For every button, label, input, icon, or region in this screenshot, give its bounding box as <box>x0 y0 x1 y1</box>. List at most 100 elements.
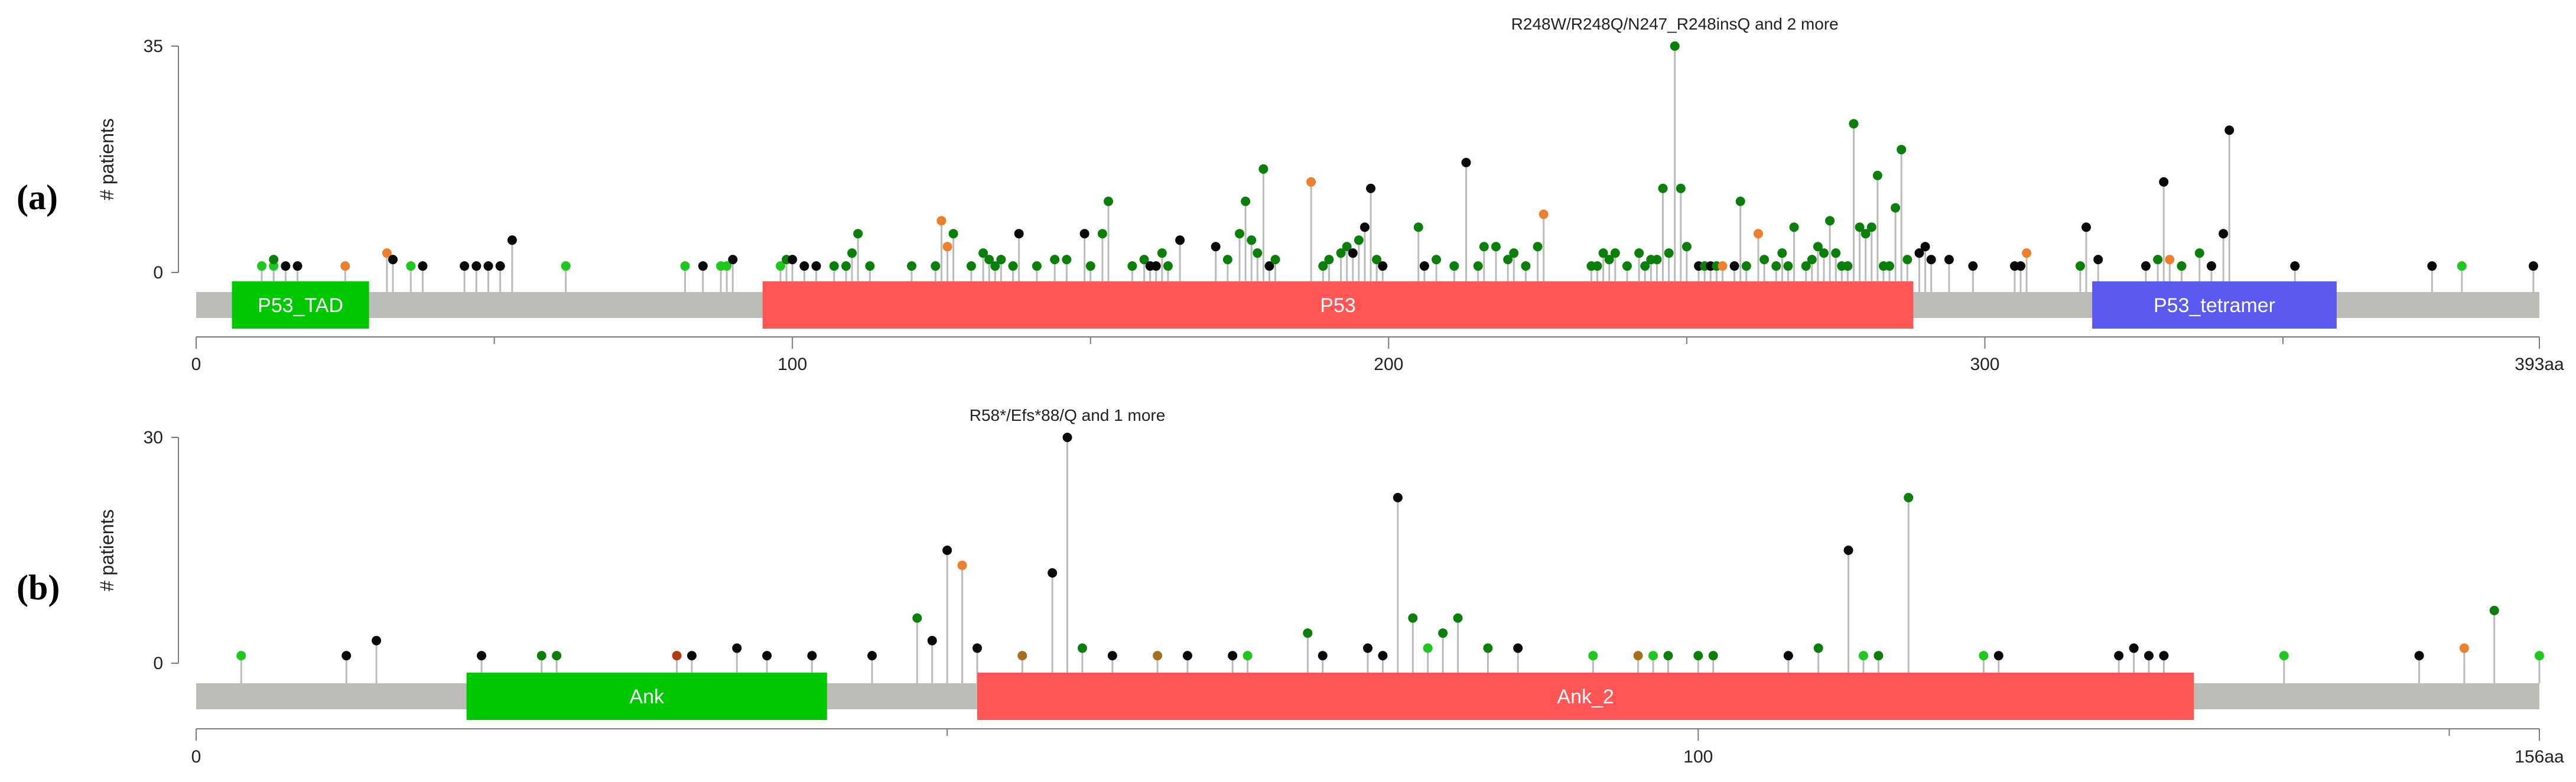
chart-a-lollipop-head <box>728 255 738 265</box>
chart-b-lollipop-head <box>1858 651 1868 661</box>
chart-a-lollipop-head <box>775 261 785 271</box>
chart-a-lollipop-head <box>1342 242 1352 252</box>
chart-a-lollipop-head <box>865 261 875 271</box>
chart-a-lollipop-head <box>966 261 976 271</box>
chart-b-lollipop-head <box>1017 651 1027 661</box>
chart-a-domain-p53_tetramer <box>2092 281 2337 329</box>
chart-b-y-tick-label: 30 <box>144 428 163 447</box>
chart-a-y-tick-label: 35 <box>144 37 163 56</box>
chart-a-lollipop-head <box>1759 255 1770 265</box>
chart-b-lollipop-head <box>236 651 246 661</box>
chart-a-lollipop-head <box>1235 229 1245 239</box>
chart-a-lollipop-head <box>1664 248 1674 258</box>
chart-a-lollipop-head <box>1944 255 1954 265</box>
chart-b-lollipop-head <box>2489 605 2499 615</box>
chart-a-lollipop-head <box>269 255 279 265</box>
chart-b-lollipop-head <box>1243 651 1253 661</box>
chart-a-lollipop-head <box>2224 125 2235 135</box>
chart-a-lollipop-head <box>948 229 958 239</box>
chart-b-x-tick-label: 100 <box>1683 747 1713 767</box>
chart-a-lollipop-head <box>1473 261 1483 271</box>
chart-a-lollipop-head <box>1354 235 1364 245</box>
chart-b-lollipop-head <box>807 651 817 661</box>
chart-b-lollipop-head <box>1318 651 1328 661</box>
chart-b-lollipop-head <box>372 635 382 645</box>
chart-a-lollipop-head <box>1914 248 1924 258</box>
chart-b-domain-label-ank_2: Ank_2 <box>1557 686 1614 708</box>
chart-a-lollipop-head <box>1521 261 1531 271</box>
chart-a-lollipop-head <box>1432 255 1442 265</box>
chart-a-lollipop-head <box>2219 229 2229 239</box>
chart-a-lollipop-head <box>1831 248 1841 258</box>
chart-b-lollipop-head <box>972 643 982 653</box>
chart-a-lollipop-head <box>1151 261 1161 271</box>
chart-a-lollipop-head <box>978 248 988 258</box>
chart-a-domain-p53 <box>762 281 1914 329</box>
chart-a-lollipop-head <box>2457 261 2467 271</box>
chart-b-lollipop-head <box>1453 613 1463 623</box>
chart-b-x-tick-label: 0 <box>191 747 201 767</box>
chart-a-lollipop-head <box>984 255 994 265</box>
chart-b-lollipop-head <box>1077 643 1087 653</box>
chart-b-lollipop-head <box>2414 651 2424 661</box>
chart-a-lollipop-head <box>1741 261 1751 271</box>
chart-a-lollipop-head <box>1783 261 1793 271</box>
panel-label-a: (a) <box>17 178 58 217</box>
chart-a-x-tick-label: 100 <box>778 355 807 374</box>
chart-b-lollipop-head <box>1648 651 1658 661</box>
chart-b-y-tick-label: 0 <box>153 654 163 673</box>
chart-b-lollipop-head <box>1423 643 1433 653</box>
chart-a-lollipop-head <box>2075 261 2085 271</box>
chart-b-lollipop-head <box>1483 643 1493 653</box>
chart-b-lollipop-head <box>2279 651 2289 661</box>
chart-a-lollipop-head <box>1336 248 1346 258</box>
chart-b-domain-ank <box>466 673 827 720</box>
chart-b-lollipop-head <box>1693 651 1703 661</box>
chart-b-lollipop-head <box>1438 628 1448 638</box>
chart-a-lollipop-head <box>1789 222 1799 232</box>
chart-a-lollipop-head <box>1897 145 1907 155</box>
chart-a-x-tick-label: 300 <box>1970 355 1999 374</box>
chart-a-lollipop-head <box>1861 229 1871 239</box>
chart-a-lollipop-head <box>460 261 470 271</box>
chart-a-lollipop-head <box>2528 261 2538 271</box>
chart-a-lollipop-head <box>1891 203 1901 213</box>
chart-a-lollipop-head <box>1926 255 1936 265</box>
chart-b-lollipop-head <box>1378 651 1388 661</box>
chart-b-lollipop-head <box>1513 643 1523 653</box>
chart-a-lollipop-head <box>1872 170 1882 180</box>
chart-b-lollipop-head <box>1048 568 1058 578</box>
chart-a-lollipop-head <box>1771 261 1781 271</box>
chart-a-lollipop-head <box>1825 216 1835 226</box>
chart-a-lollipop-head <box>507 235 517 245</box>
chart-a-lollipop-head <box>1622 261 1632 271</box>
chart-a-lollipop-head <box>382 248 392 258</box>
chart-a-lollipop-head <box>1610 248 1620 258</box>
chart-a-lollipop-head <box>841 261 851 271</box>
chart-a-lollipop-head <box>2093 255 2103 265</box>
chart-a-lollipop-head <box>1479 242 1489 252</box>
chart-a-lollipop-head <box>2153 255 2163 265</box>
chart-a-lollipop-head <box>1014 229 1024 239</box>
chart-a-lollipop-head <box>406 261 416 271</box>
chart-a-lollipop-head <box>1104 196 1114 206</box>
chart-a-lollipop-head <box>1503 255 1513 265</box>
chart-a-lollipop-head <box>1670 41 1680 51</box>
chart-a-lollipop-head <box>1348 248 1358 258</box>
chart-a-lollipop-head <box>1676 183 1686 193</box>
chart-a-lollipop-head <box>2081 222 2092 232</box>
chart-a-lollipop-head <box>1866 222 1876 232</box>
chart-b-lollipop-head <box>552 651 562 661</box>
chart-a-lollipop-head <box>1175 235 1185 245</box>
chart-a-lollipop-head <box>1372 255 1382 265</box>
chart-a-lollipop-head <box>990 261 1000 271</box>
chart-a-lollipop-head <box>847 248 857 258</box>
chart-a-lollipop-head <box>2016 261 2026 271</box>
chart-a-lollipop-head <box>722 261 732 271</box>
chart-a-lollipop-head <box>1378 261 1388 271</box>
chart-b-lollipop-head <box>1979 651 1989 661</box>
chart-b-lollipop-head <box>2459 643 2469 653</box>
chart-a-top-mutation-annotation: R248W/R248Q/N247_R248insQ and 2 more <box>1511 15 1839 33</box>
chart-a-lollipop-head <box>853 229 863 239</box>
